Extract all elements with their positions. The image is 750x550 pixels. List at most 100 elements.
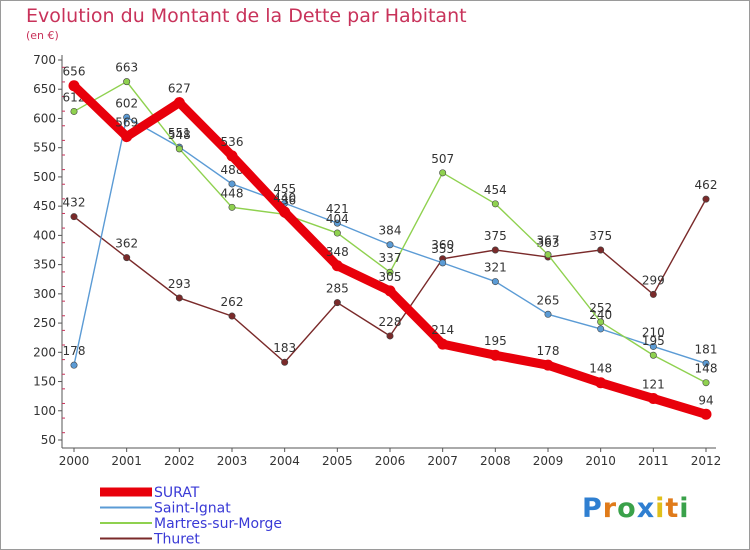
data-point	[70, 213, 78, 221]
data-point	[386, 268, 394, 276]
data-label: 121	[642, 377, 665, 391]
legend-label: Saint-Ignat	[154, 501, 231, 517]
data-label: 536	[221, 135, 244, 149]
data-label: 375	[589, 229, 612, 243]
data-label: 454	[484, 183, 507, 197]
data-label: 195	[642, 334, 665, 348]
plot-area: 432 362 293 262 183 285 228 360 375 363 375 299 462 1…	[63, 61, 718, 420]
data-label: 455	[273, 182, 296, 196]
data-point	[226, 150, 238, 162]
data-point	[649, 351, 657, 359]
x-tick-label: 2004	[269, 454, 300, 468]
data-point	[228, 312, 236, 320]
data-label: 321	[484, 261, 507, 275]
x-tick-label: 2011	[638, 454, 669, 468]
x-tick-label: 2003	[217, 454, 248, 468]
data-point	[384, 285, 396, 297]
data-label: 252	[589, 301, 612, 315]
data-point	[123, 78, 131, 86]
data-label: 627	[168, 82, 191, 96]
y-tick-label: 500	[33, 170, 56, 184]
data-label: 375	[484, 229, 507, 243]
data-point	[649, 342, 657, 350]
x-tick-label: 2000	[59, 454, 90, 468]
data-point	[437, 338, 449, 350]
data-label: 363	[537, 236, 560, 250]
data-point	[647, 392, 659, 404]
x-tick-label: 2002	[164, 454, 195, 468]
data-point	[542, 359, 554, 371]
data-label: 432	[63, 196, 86, 210]
data-label: 195	[484, 334, 507, 348]
data-label: 265	[537, 293, 560, 307]
x-tick-label: 2010	[585, 454, 616, 468]
data-point	[491, 200, 499, 208]
data-point	[702, 195, 710, 203]
svg-text:Proxiti: Proxiti	[582, 493, 690, 524]
data-label: 210	[642, 325, 665, 339]
data-point	[281, 358, 289, 366]
data-label: 337	[379, 251, 402, 265]
data-point	[702, 359, 710, 367]
data-point	[595, 377, 607, 389]
data-point	[386, 332, 394, 340]
proxiti-logo: Proxiti	[582, 493, 690, 524]
data-label: 181	[695, 342, 718, 356]
data-point	[175, 145, 183, 153]
data-point	[597, 325, 605, 333]
data-label: 548	[168, 128, 191, 142]
data-label: 183	[273, 341, 296, 355]
x-tick-label: 2007	[427, 454, 458, 468]
data-point	[544, 251, 552, 259]
data-point	[597, 318, 605, 326]
data-label: 569	[115, 116, 138, 130]
legend-label: Thuret	[153, 532, 200, 548]
data-label: 348	[326, 245, 349, 259]
data-label: 656	[63, 65, 86, 79]
axes: 50 100 150 200 250 300 350 400 450 500 550 600 650 70…	[33, 53, 721, 468]
data-label: 448	[221, 186, 244, 200]
y-tick-label: 700	[33, 53, 56, 67]
y-tick-label: 250	[33, 316, 56, 330]
x-tick-label: 2005	[322, 454, 353, 468]
y-tick-label: 650	[33, 82, 56, 96]
data-label: 360	[431, 238, 454, 252]
data-point	[386, 241, 394, 249]
data-point	[491, 278, 499, 286]
data-label: 299	[642, 273, 665, 287]
y-tick-label: 450	[33, 199, 56, 213]
data-label: 178	[63, 344, 86, 358]
data-label: 305	[379, 270, 402, 284]
data-label: 214	[431, 323, 454, 337]
data-label: 94	[698, 393, 713, 407]
data-point	[333, 229, 341, 237]
y-tick-label: 600	[33, 111, 56, 125]
y-tick-label: 150	[33, 375, 56, 389]
data-label: 353	[431, 242, 454, 256]
data-label: 602	[115, 96, 138, 110]
data-label: 367	[537, 234, 560, 248]
data-point	[649, 290, 657, 298]
data-label: 507	[431, 152, 454, 166]
data-point	[700, 408, 712, 420]
data-label: 148	[589, 362, 612, 376]
data-label: 663	[115, 61, 138, 75]
y-tick-label: 350	[33, 258, 56, 272]
data-point	[331, 260, 343, 272]
x-tick-label: 2009	[533, 454, 564, 468]
chart-subtitle: (en €)	[26, 29, 59, 42]
legend-label: SURAT	[154, 485, 200, 501]
data-label: 462	[695, 178, 718, 192]
x-tick-label: 2001	[111, 454, 142, 468]
data-point	[439, 169, 447, 177]
legend-label: Martres-sur-Morge	[154, 516, 282, 532]
data-point	[439, 259, 447, 267]
data-label: 362	[115, 237, 138, 251]
data-label: 228	[379, 315, 402, 329]
data-label: 178	[537, 344, 560, 358]
y-tick-label: 550	[33, 141, 56, 155]
data-point	[333, 299, 341, 307]
data-point	[544, 310, 552, 318]
data-point	[175, 294, 183, 302]
